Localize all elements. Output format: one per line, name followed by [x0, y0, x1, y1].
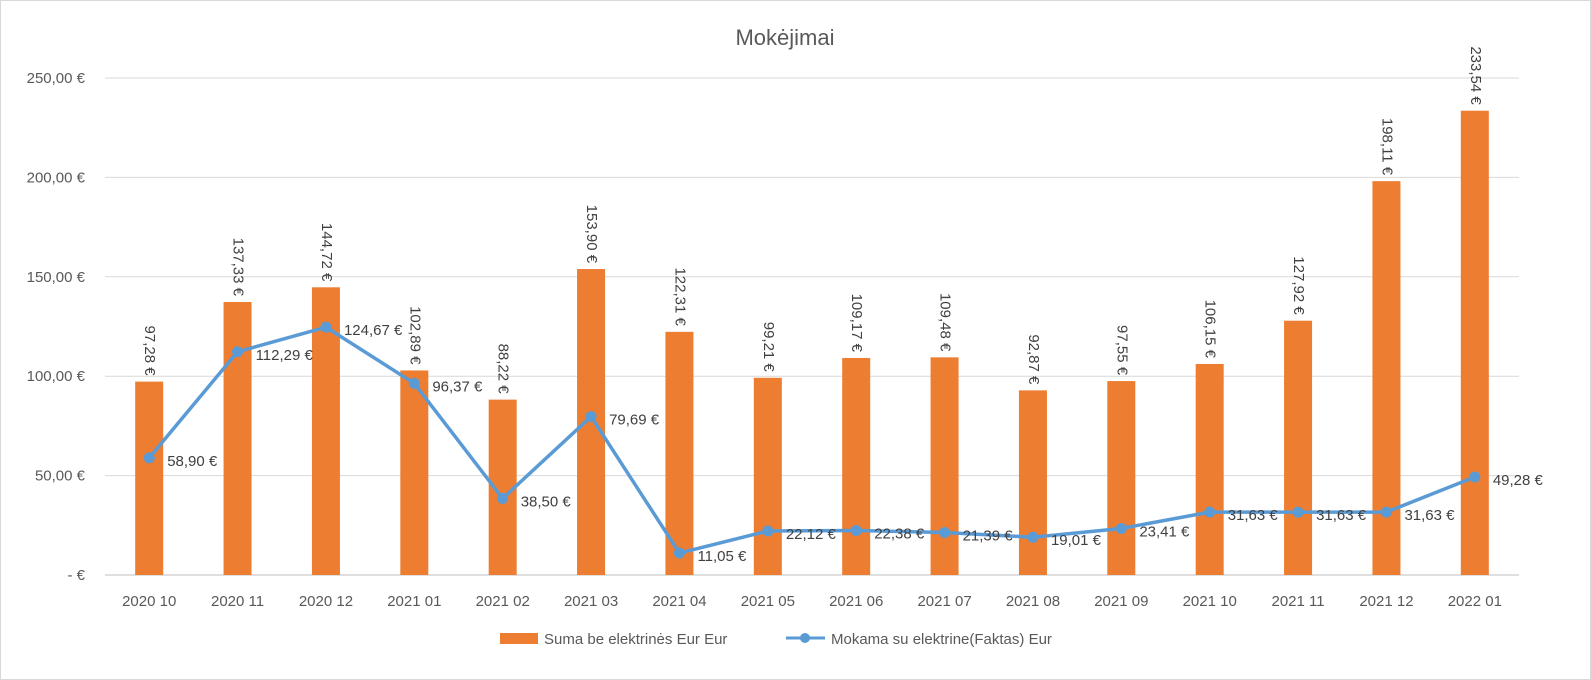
bar — [1195, 363, 1224, 575]
line-point — [1027, 531, 1039, 543]
line-data-label: 79,69 € — [609, 412, 660, 429]
series-line — [147, 325, 1476, 555]
x-axis-ticks: 2020 10 2020 11 2020 12 2021 01 2021 02 2021 … — [122, 593, 1502, 610]
bar-data-label: 137,33 € — [230, 238, 247, 297]
line-data-label: 49,28 € — [1493, 472, 1544, 489]
line-point — [1115, 522, 1127, 534]
y-tick-label: - € — [67, 567, 85, 584]
line-data-label: 112,29 € — [256, 347, 314, 364]
line-data-label: 38,50 € — [521, 493, 572, 510]
chart-title: Mokėjimai — [735, 25, 834, 50]
x-tick-label: 2021 03 — [564, 593, 618, 610]
bar — [400, 370, 429, 575]
legend-line-label: Mokama su elektrine(Faktas) Eur — [831, 631, 1052, 648]
line-point — [1380, 506, 1392, 518]
bar-data-label: 88,22 € — [495, 344, 512, 395]
y-tick-label: 150,00 € — [27, 269, 86, 286]
line-series — [143, 321, 1481, 559]
legend-bar-label: Suma be elektrinės Eur Eur — [544, 631, 727, 648]
line-data-label: 21,39 € — [963, 527, 1014, 544]
bar — [1284, 320, 1313, 575]
bar-data-label: 198,11 € — [1378, 118, 1395, 176]
x-tick-label: 2021 07 — [917, 593, 971, 610]
bar — [1460, 110, 1489, 576]
line-point — [1204, 506, 1216, 518]
line-point — [762, 525, 774, 537]
y-axis-ticks: - € 50,00 € 100,00 € 150,00 € 200,00 € 250,00… — [27, 70, 86, 584]
line-data-label: 31,63 € — [1228, 507, 1279, 524]
bar-data-label: 102,89 € — [406, 306, 423, 365]
bar — [223, 301, 252, 575]
bar-data-label: 97,55 € — [1113, 325, 1130, 376]
line-data-label: 19,01 € — [1051, 532, 1102, 549]
x-tick-label: 2021 02 — [476, 593, 530, 610]
line-data-label: 22,38 € — [874, 526, 925, 543]
line-data-label: 23,41 € — [1139, 523, 1190, 540]
line-data-label: 96,37 € — [432, 378, 483, 395]
x-tick-label: 2020 11 — [211, 593, 264, 610]
bar-data-label: 122,31 € — [671, 267, 688, 326]
x-tick-label: 2021 05 — [741, 593, 795, 610]
x-tick-label: 2020 10 — [122, 593, 176, 610]
line-data-label: 22,12 € — [786, 526, 837, 543]
x-tick-label: 2021 04 — [652, 593, 706, 610]
line-data-labels: 58,90 € 112,29 € 124,67 € 96,37 € 38,50 € 79,… — [167, 322, 1543, 565]
bar-data-label: 109,17 € — [848, 294, 865, 353]
bar-data-label: 153,90 € — [583, 205, 600, 264]
x-tick-label: 2021 09 — [1094, 593, 1148, 610]
bar-data-label: 109,48 € — [937, 293, 954, 352]
line-point — [320, 321, 332, 333]
bar-data-label: 92,87 € — [1025, 334, 1042, 385]
line-data-label: 31,63 € — [1316, 507, 1367, 524]
x-tick-label: 2020 12 — [299, 593, 353, 610]
bar — [1107, 381, 1136, 575]
x-tick-label: 2021 01 — [387, 593, 441, 610]
bar — [1018, 390, 1047, 575]
x-tick-label: 2021 08 — [1006, 593, 1060, 610]
y-tick-label: 50,00 € — [35, 468, 86, 485]
x-tick-label: 2021 06 — [829, 593, 883, 610]
bar-data-label: 144,72 € — [318, 223, 335, 282]
y-tick-label: 100,00 € — [27, 368, 86, 385]
x-tick-label: 2021 11 — [1272, 593, 1325, 610]
line-point — [673, 547, 685, 559]
y-tick-label: 250,00 € — [27, 70, 86, 87]
line-data-label: 58,90 € — [167, 453, 218, 470]
x-tick-label: 2021 10 — [1183, 593, 1237, 610]
line-point — [143, 452, 155, 464]
line-point — [408, 377, 420, 389]
x-tick-label: 2022 01 — [1448, 593, 1502, 610]
line-point — [232, 346, 244, 358]
legend-bar-swatch — [500, 633, 538, 644]
bar — [311, 287, 340, 575]
bar-series — [135, 110, 1489, 576]
y-tick-label: 200,00 € — [27, 169, 86, 186]
bar — [135, 381, 164, 575]
bar-data-label: 127,92 € — [1290, 256, 1307, 315]
bar-data-label: 106,15 € — [1202, 300, 1219, 359]
bar — [753, 377, 782, 575]
line-point — [497, 492, 509, 504]
bar-data-labels: 97,28 € 137,33 € 144,72 € 102,89 € 88,22 € 15… — [141, 46, 1484, 394]
bar-data-label: 97,28 € — [141, 326, 158, 377]
legend-line-marker — [800, 633, 810, 643]
bar-data-label: 99,21 € — [760, 322, 777, 373]
line-data-label: 31,63 € — [1404, 507, 1455, 524]
line-point — [1469, 471, 1481, 483]
line-point — [1292, 506, 1304, 518]
line-point — [585, 411, 597, 423]
x-tick-label: 2021 12 — [1359, 593, 1413, 610]
line-point — [939, 526, 951, 538]
line-data-label: 124,67 € — [344, 322, 403, 339]
line-data-label: 11,05 € — [697, 548, 747, 565]
legend: Suma be elektrinės Eur Eur Mokama su ele… — [500, 631, 1052, 648]
bar — [842, 357, 871, 575]
bar-data-label: 233,54 € — [1467, 46, 1484, 105]
line-point — [850, 525, 862, 537]
bar — [930, 357, 959, 575]
bar — [665, 331, 694, 575]
grid-layer — [105, 77, 1519, 576]
